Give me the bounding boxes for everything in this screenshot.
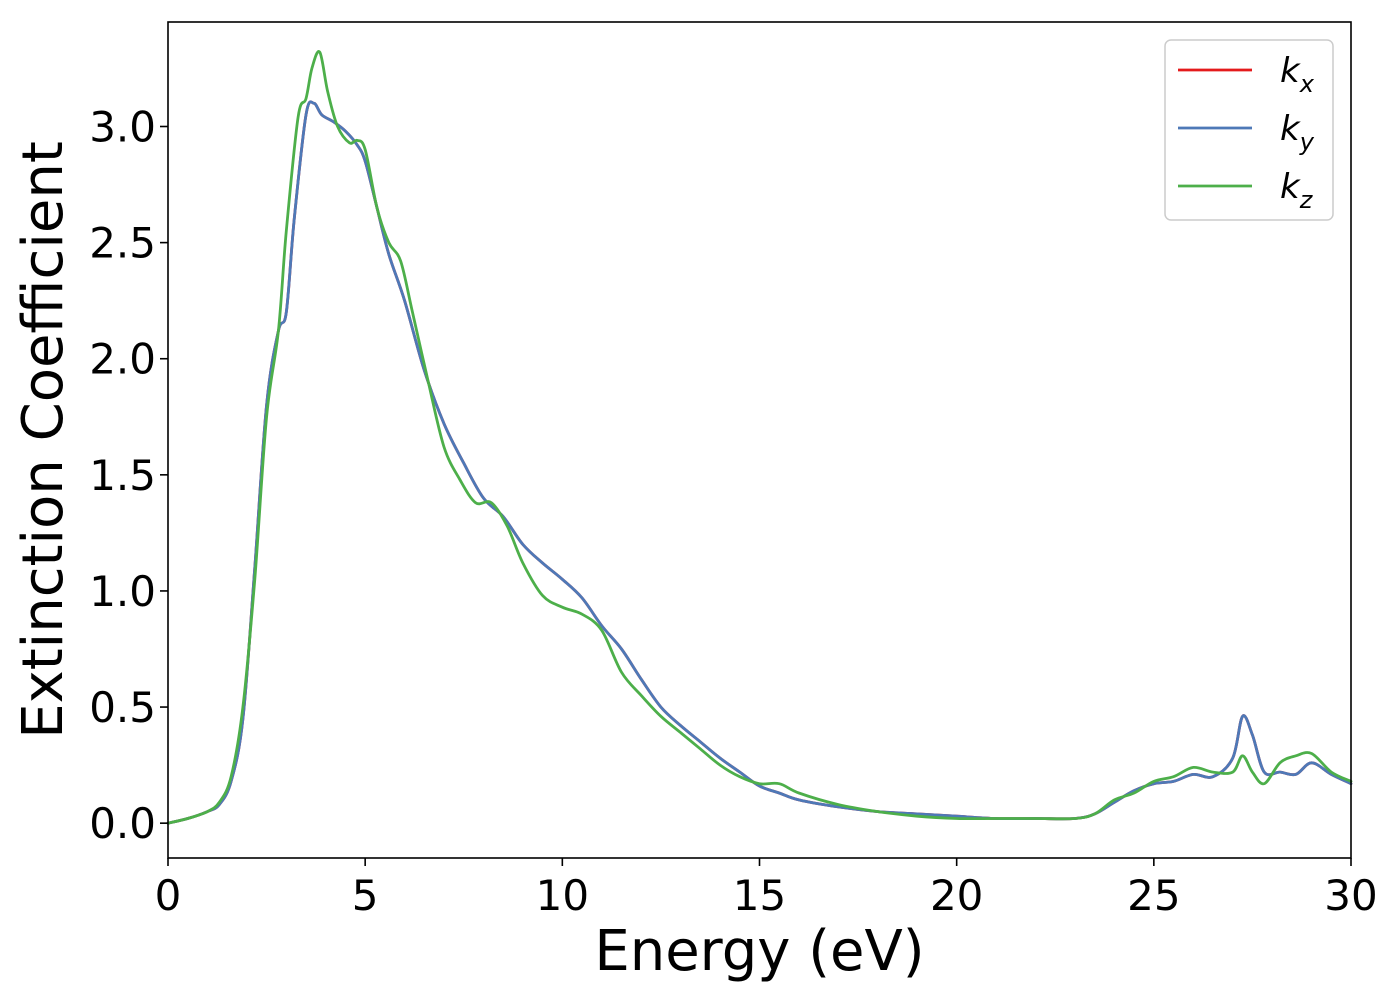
legend-box bbox=[1164, 39, 1334, 221]
y-tick-label: 2.5 bbox=[89, 219, 156, 268]
series-line-k-y bbox=[166, 100, 1353, 825]
x-tick-label: 0 bbox=[155, 871, 182, 920]
x-axis-label: Energy (eV) bbox=[594, 919, 924, 984]
series-line-k-z bbox=[166, 50, 1353, 825]
y-axis-label: Extinction Coefficient bbox=[11, 141, 76, 739]
x-tick-label: 25 bbox=[1127, 871, 1180, 920]
x-axis-ticks: 0 5 10 15 20 25 30 bbox=[155, 858, 1378, 920]
y-tick-label: 1.5 bbox=[89, 451, 156, 500]
y-axis-ticks: 0.0 0.5 1.0 1.5 2.0 2.5 3.0 bbox=[89, 103, 168, 848]
x-tick-label: 5 bbox=[352, 871, 379, 920]
x-tick-label: 20 bbox=[930, 871, 983, 920]
y-tick-label: 0.5 bbox=[89, 683, 156, 732]
series-layer bbox=[166, 50, 1353, 825]
legend-label-k-y: ky bbox=[1280, 109, 1315, 156]
y-tick-label: 2.0 bbox=[89, 335, 156, 384]
y-tick-label: 1.0 bbox=[89, 567, 156, 616]
y-tick-label: 0.0 bbox=[89, 799, 156, 848]
legend-label-k-x: kx bbox=[1280, 51, 1315, 98]
y-tick-label: 3.0 bbox=[89, 103, 156, 152]
x-tick-label: 15 bbox=[733, 871, 786, 920]
x-tick-label: 10 bbox=[536, 871, 589, 920]
x-tick-label: 30 bbox=[1324, 871, 1377, 920]
legend: kx ky kz bbox=[1164, 39, 1334, 221]
legend-label-k-z: kz bbox=[1280, 167, 1314, 214]
